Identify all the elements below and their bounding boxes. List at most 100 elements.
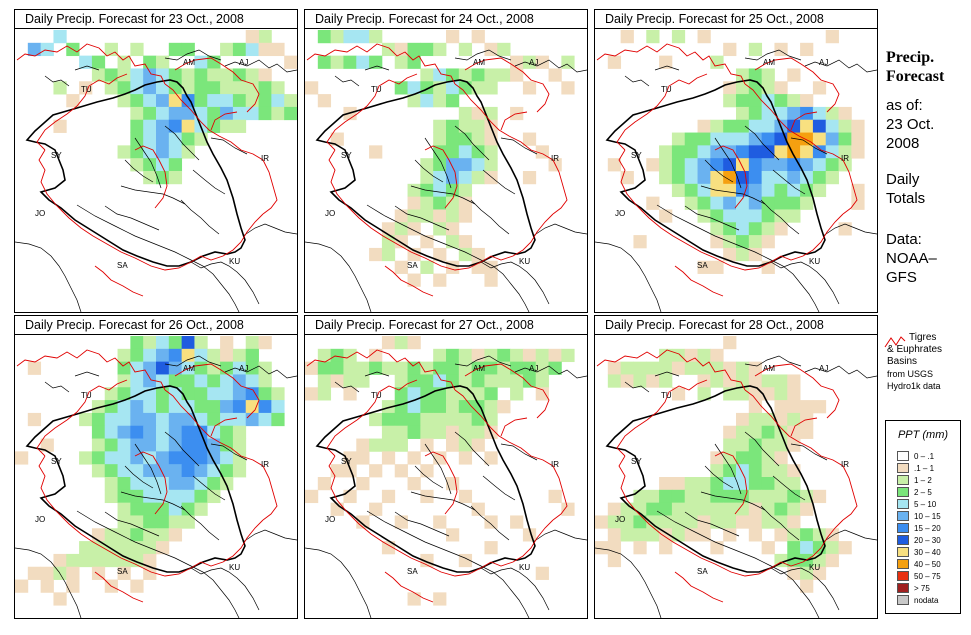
- precip-cell: [207, 374, 221, 388]
- admin-boundary: [790, 443, 828, 461]
- precip-cell: [761, 464, 775, 478]
- ppt-label: 40 – 50: [914, 560, 941, 569]
- country-label-jo: JO: [35, 209, 45, 218]
- precip-cell: [156, 119, 170, 133]
- country-label-ku: KU: [229, 563, 240, 572]
- precip-cell: [143, 374, 157, 388]
- admin-boundary: [480, 261, 550, 305]
- admin-boundary: [454, 431, 490, 467]
- precip-cell: [522, 348, 537, 363]
- country-label-ir: IR: [261, 154, 269, 163]
- precip-cell: [117, 489, 131, 504]
- precip-cell: [420, 400, 434, 414]
- ppt-swatch: [897, 559, 909, 569]
- precip-cell: [522, 374, 537, 388]
- precip-cell: [407, 451, 421, 465]
- precip-cell: [130, 81, 144, 95]
- ppt-legend-item: 30 – 40: [897, 547, 941, 558]
- precip-cell: [117, 361, 131, 375]
- ppt-legend-item: 1 – 2: [897, 475, 932, 486]
- precip-cell: [710, 196, 724, 210]
- precip-cell: [646, 158, 660, 172]
- precip-cell: [433, 247, 447, 262]
- precip-cell: [697, 196, 711, 210]
- basin-boundary: [490, 213, 554, 261]
- ppt-legend-item: 50 – 75: [897, 571, 941, 582]
- precip-cell: [356, 438, 370, 452]
- precip-cell: [697, 119, 711, 133]
- precip-cell: [710, 260, 724, 274]
- precip-cell: [156, 515, 170, 529]
- precip-cell: [130, 106, 144, 121]
- basin-boundary: [618, 149, 782, 271]
- precip-cell: [343, 374, 357, 388]
- ppt-legend-item: 40 – 50: [897, 559, 941, 570]
- admin-boundary: [744, 125, 780, 161]
- precip-cell: [697, 183, 711, 198]
- basin-boundary: [174, 57, 260, 113]
- admin-boundary: [164, 125, 200, 161]
- precip-cell: [130, 451, 144, 465]
- basin-boundary: [618, 455, 782, 577]
- admin-boundary: [454, 49, 512, 61]
- precip-cell: [220, 361, 234, 375]
- precip-cell: [723, 361, 737, 375]
- precip-cell: [168, 502, 183, 516]
- precip-cell: [168, 336, 183, 350]
- basin-boundary: [328, 455, 492, 577]
- admin-boundary: [654, 65, 680, 71]
- precip-cell: [156, 412, 170, 427]
- basin-boundary: [36, 73, 128, 151]
- precip-cell: [168, 451, 183, 465]
- precip-cell: [736, 361, 750, 375]
- precip-cell: [446, 68, 460, 82]
- ppt-label: 15 – 20: [914, 524, 941, 533]
- precip-cell: [245, 348, 259, 363]
- precip-cell: [284, 55, 297, 69]
- precip-cell: [620, 528, 634, 542]
- precip-cell: [697, 145, 711, 159]
- precip-cell: [748, 528, 763, 542]
- ppt-legend-item: 2 – 5: [897, 487, 932, 498]
- precip-cell: [671, 145, 686, 159]
- precip-cell: [407, 222, 421, 236]
- precip-cell: [117, 348, 131, 363]
- basin-legend-line: Hydro1k data: [887, 381, 941, 391]
- admin-boundary: [624, 381, 650, 393]
- precip-cell: [305, 489, 319, 504]
- precip-cell: [484, 273, 498, 287]
- precip-cell: [595, 541, 609, 555]
- precip-cell: [825, 30, 839, 44]
- precip-cell: [258, 412, 272, 427]
- basin-boundary: [500, 417, 528, 437]
- precip-cell: [156, 477, 170, 491]
- admin-boundary: [124, 159, 154, 183]
- precip-cell: [620, 374, 634, 388]
- precip-cell: [407, 400, 421, 414]
- country-label-sy: SY: [51, 457, 62, 466]
- precip-cell: [181, 336, 195, 350]
- precip-cell: [484, 348, 498, 363]
- admin-boundary: [654, 371, 680, 377]
- admin-boundary: [334, 381, 360, 393]
- country-label-aj: AJ: [529, 364, 538, 373]
- basin-boundary: [744, 83, 858, 215]
- forecast-map: AM AJ TU SY IR JO SA KU: [305, 336, 587, 618]
- precip-cell: [317, 30, 332, 44]
- admin-boundary: [532, 529, 587, 543]
- precip-cell: [748, 425, 763, 439]
- precip-cell: [220, 94, 234, 108]
- asof-year: 2008: [886, 135, 920, 152]
- precip-cell: [825, 171, 839, 185]
- precip-cell: [143, 336, 157, 350]
- precip-cell: [471, 119, 485, 133]
- precip-cell: [168, 171, 183, 185]
- basin-boundary: [596, 349, 746, 391]
- precip-cell: [220, 451, 234, 465]
- precip-cell: [736, 171, 750, 185]
- precip-cell: [356, 30, 370, 44]
- precip-cell: [761, 171, 775, 185]
- precip-cell: [471, 158, 485, 172]
- precip-cell: [207, 81, 221, 95]
- precip-cell: [471, 171, 485, 185]
